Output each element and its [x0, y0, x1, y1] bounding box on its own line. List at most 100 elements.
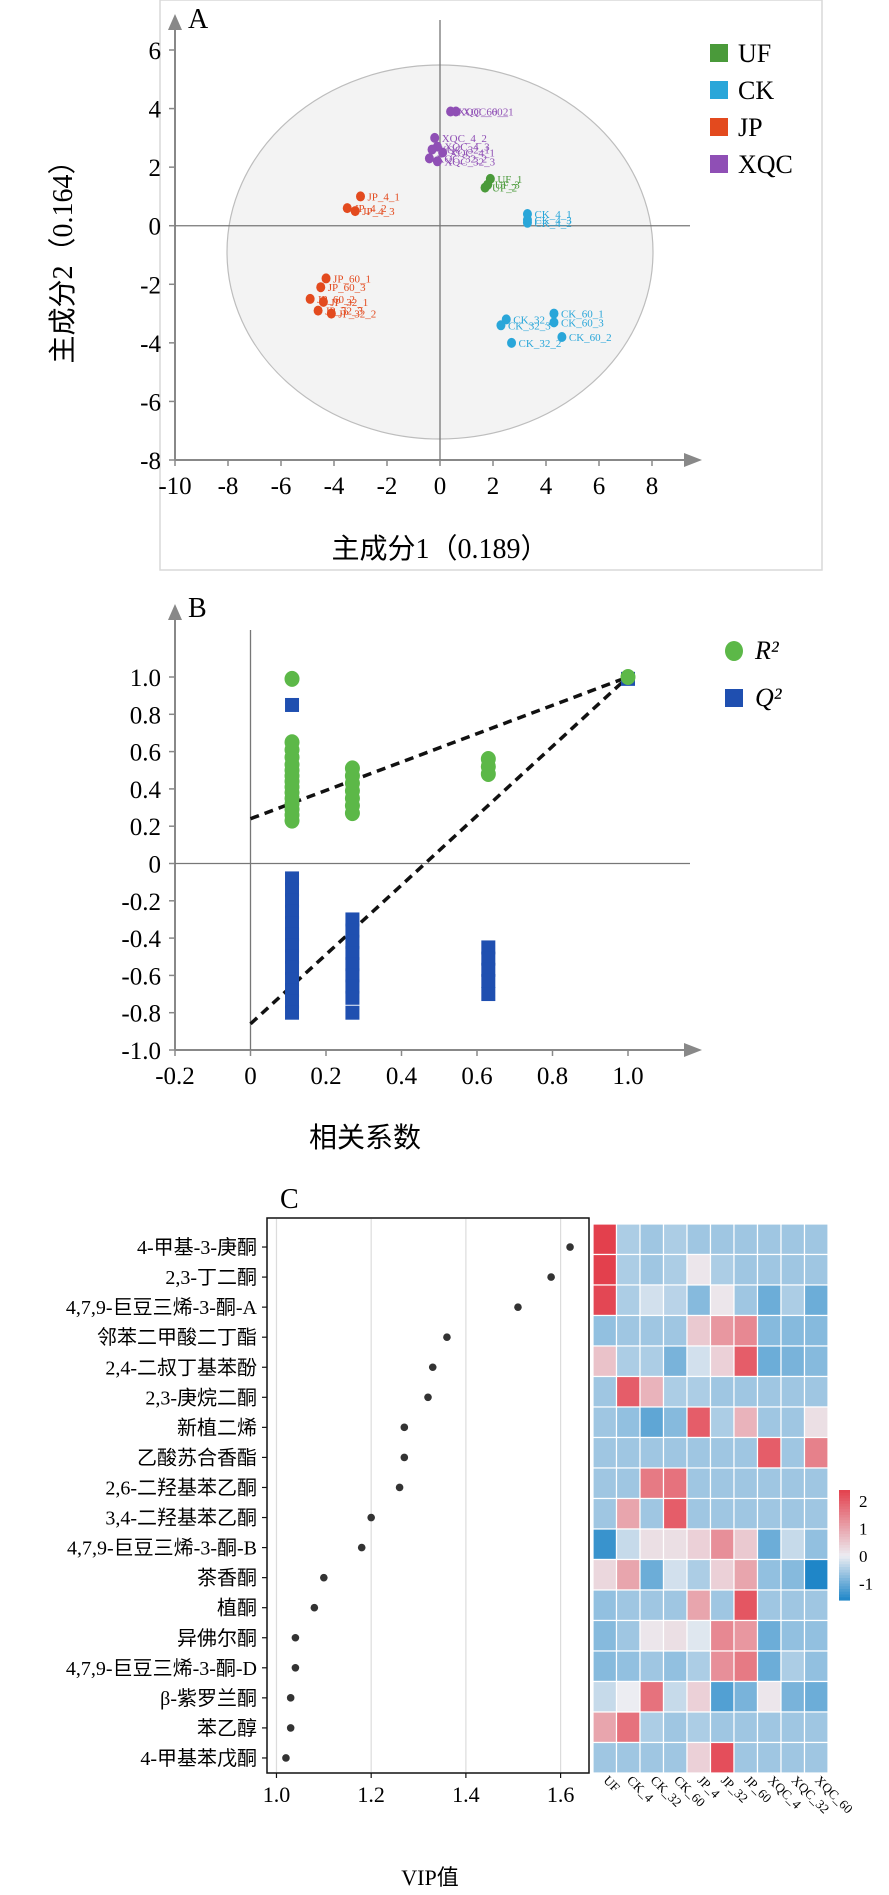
heatmap-cell — [615, 1619, 641, 1652]
heatmap-cell — [733, 1284, 759, 1317]
q2-point — [285, 916, 300, 931]
heatmap-cell — [686, 1314, 712, 1347]
colorbar-segment — [839, 1542, 850, 1546]
heatmap-cell — [733, 1223, 759, 1256]
colorbar-segment — [839, 1503, 850, 1508]
y-tick-label: 6 — [149, 38, 162, 65]
q2-point — [345, 934, 360, 949]
q2-point — [481, 940, 496, 955]
heatmap-cell — [709, 1589, 735, 1622]
compound-label: 2,3-丁二酮 — [165, 1267, 257, 1289]
heatmap-cell — [733, 1711, 759, 1744]
heatmap-cell — [662, 1680, 688, 1713]
pca-point-label: XQC_4_1 — [450, 148, 495, 160]
y-tick-label: 4 — [149, 97, 162, 124]
colorbar-segment — [839, 1536, 850, 1541]
x-tick-label: 8 — [646, 473, 659, 500]
pca-point-xqc-60-1 — [451, 106, 461, 117]
q2-point — [285, 871, 300, 886]
heatmap-cell — [615, 1314, 641, 1347]
heatmap-cell — [709, 1436, 735, 1469]
colorbar-segment — [839, 1547, 850, 1552]
q2-point — [345, 968, 360, 983]
heatmap-cell — [639, 1558, 665, 1591]
pca-point-label: XQC_32_2 — [436, 153, 487, 165]
pca-point-label: CK_32_1 — [513, 314, 556, 326]
colorbar-segment — [839, 1501, 850, 1505]
heatmap-cell — [662, 1741, 688, 1774]
pca-point-label: XQC_4_3 — [444, 142, 490, 154]
heatmap-cell — [662, 1314, 688, 1347]
q2-point — [285, 972, 300, 987]
pca-point-label: JP_60_1 — [333, 273, 371, 285]
colorbar-tick-label: 0 — [859, 1547, 868, 1566]
y-tick-label: 0 — [149, 852, 162, 879]
heatmap-cell — [615, 1589, 641, 1622]
pca-point-label: JP_4_2 — [354, 203, 386, 215]
pca-point-label: JP_4_3 — [362, 206, 395, 218]
pca-point-label: CK_4_1 — [534, 209, 571, 221]
heatmap-cell — [686, 1741, 712, 1774]
colorbar-segment — [839, 1539, 850, 1543]
heatmap-cell — [733, 1650, 759, 1683]
x-tick-label: -8 — [218, 473, 239, 500]
colorbar-segment — [839, 1567, 850, 1571]
x-tick-label: -10 — [158, 473, 191, 500]
pca-point-xqc-4-1 — [438, 147, 448, 158]
compound-label: 2,4-二叔丁基苯酚 — [105, 1356, 257, 1379]
q2-point — [285, 927, 300, 942]
colorbar-segment — [839, 1553, 850, 1557]
y-tick-label: -0.2 — [121, 889, 161, 916]
pca-point-ck-60-1 — [549, 308, 559, 319]
heatmap-cell — [615, 1558, 641, 1591]
x-axis-arrow — [684, 453, 702, 467]
heatmap-cell — [756, 1680, 782, 1713]
heatmap-cell — [639, 1314, 665, 1347]
q2-point — [345, 912, 360, 927]
colorbar-segment — [839, 1583, 850, 1587]
x-tick-label: -0.2 — [155, 1063, 195, 1090]
heatmap-cell — [780, 1528, 806, 1561]
heatmap-cell — [662, 1284, 688, 1317]
vip-point — [428, 1363, 437, 1372]
heatmap-cell — [662, 1406, 688, 1439]
x-tick-label: 1.2 — [357, 1782, 385, 1807]
colorbar-segment — [839, 1528, 850, 1532]
colorbar-segment — [839, 1558, 850, 1563]
heatmap-cell — [803, 1497, 829, 1530]
heatmap-cell — [709, 1497, 735, 1530]
heatmap-cell — [803, 1589, 829, 1622]
r2-point — [480, 765, 496, 782]
x-axis-arrow — [684, 1043, 702, 1057]
pca-point-label: CK_32_2 — [519, 338, 562, 350]
compound-label: 新植二烯 — [177, 1416, 257, 1439]
colorbar-segment — [839, 1520, 850, 1524]
legend-swatch-ck — [710, 81, 728, 99]
heatmap-cell — [803, 1345, 829, 1378]
heatmap-cell — [592, 1711, 618, 1744]
heatmap-cell — [803, 1650, 829, 1683]
heatmap-cell — [639, 1711, 665, 1744]
pca-point-label: UF_2 — [492, 183, 517, 195]
x-tick-label: 0.8 — [537, 1063, 568, 1090]
heatmap-cell — [686, 1558, 712, 1591]
legend-q2-marker — [725, 689, 743, 707]
colorbar-segment — [839, 1490, 850, 1494]
pca-point-label: CK_4_3 — [534, 215, 572, 227]
heatmap-cell — [662, 1619, 688, 1652]
heatmap-cell — [662, 1467, 688, 1500]
heatmap-cell — [662, 1345, 688, 1378]
heatmap-cell — [615, 1223, 641, 1256]
heatmap-cell — [592, 1528, 618, 1561]
q2-point — [481, 951, 496, 966]
heatmap-cell — [639, 1497, 665, 1530]
vip-point — [547, 1273, 555, 1281]
vip-point — [291, 1664, 300, 1672]
colorbar-segment — [839, 1594, 850, 1598]
heatmap-cell — [780, 1497, 806, 1530]
heatmap-cell — [780, 1680, 806, 1713]
heatmap-cell — [733, 1253, 759, 1286]
permutation-points — [284, 669, 636, 1020]
pca-point-label: UF_1 — [497, 174, 522, 186]
